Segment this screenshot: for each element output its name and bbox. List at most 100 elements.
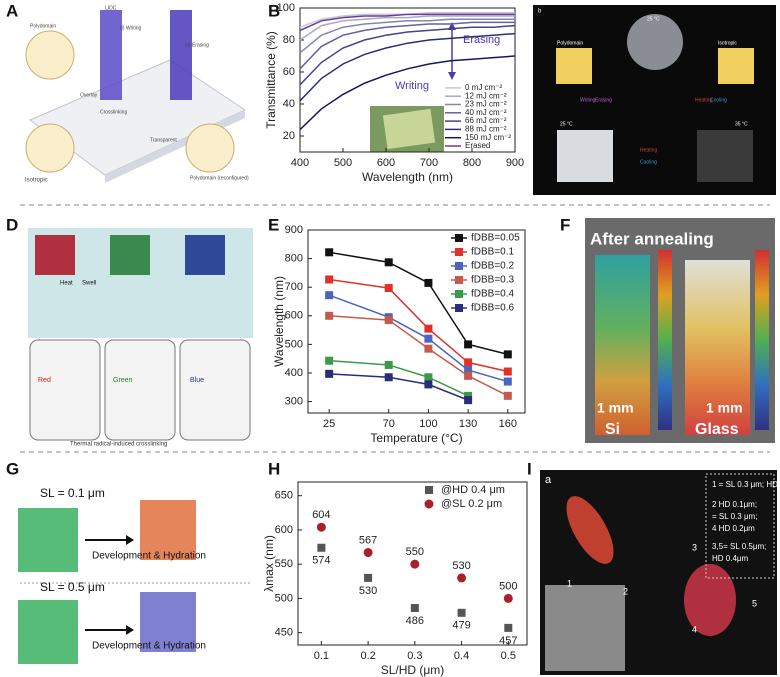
x-tick-label: 0.3 bbox=[407, 650, 422, 662]
data-label: 479 bbox=[452, 620, 470, 632]
panel-text: Polydomain (reconfigured) bbox=[190, 175, 249, 181]
point bbox=[464, 391, 473, 400]
y-tick-label: 900 bbox=[285, 224, 303, 236]
y-tick-label: 800 bbox=[285, 253, 303, 265]
panel-label: A bbox=[6, 1, 18, 20]
y-tick-label: 300 bbox=[285, 395, 303, 407]
y-tick-label: 450 bbox=[275, 627, 293, 639]
panel-text: Transparent bbox=[150, 137, 177, 143]
point bbox=[325, 275, 334, 284]
panel-text: 2 bbox=[623, 586, 628, 596]
panel-g-illustration bbox=[18, 500, 250, 664]
panel-label: D bbox=[6, 215, 18, 234]
x-axis-label: Wavelength (nm) bbox=[362, 170, 453, 184]
x-axis-label: Temperature (°C) bbox=[370, 431, 462, 445]
x-tick-label: 900 bbox=[506, 157, 524, 169]
legend-label: 0 mJ cm⁻² bbox=[465, 83, 502, 92]
x-tick-label: 100 bbox=[419, 418, 437, 430]
series-line bbox=[299, 32, 516, 102]
legend-swatch bbox=[455, 262, 463, 270]
legend-label: @HD 0.4 μm bbox=[441, 484, 505, 496]
panel-text: Thermal radical-induced crosslinking bbox=[70, 442, 167, 448]
series-line bbox=[329, 373, 469, 401]
point bbox=[384, 258, 393, 267]
panel-label: C bbox=[533, 1, 545, 20]
panel-text: SL = 0.1 μm bbox=[40, 486, 105, 500]
panel-text: 35 °C bbox=[735, 121, 748, 127]
point bbox=[424, 278, 433, 287]
panel-text: Polydomain bbox=[30, 23, 56, 29]
legend-swatch bbox=[425, 486, 433, 494]
point bbox=[325, 248, 334, 257]
legend-label: 150 mJ cm⁻² bbox=[465, 133, 511, 142]
panel-text: Writing bbox=[580, 97, 596, 103]
series-line bbox=[329, 315, 509, 397]
legend-label: 66 mJ cm⁻² bbox=[465, 116, 507, 125]
panel-text: 1 = SL 0.3 μm; HD 0.2μm bbox=[712, 480, 780, 489]
point bbox=[325, 369, 334, 378]
series-line bbox=[299, 24, 516, 86]
y-axis-label: Wavelength (nm) bbox=[272, 276, 286, 367]
panel-text: 1 mm bbox=[597, 400, 634, 416]
data-label: 574 bbox=[312, 555, 330, 567]
series-line bbox=[299, 21, 515, 70]
point bbox=[464, 396, 473, 405]
point bbox=[384, 373, 393, 382]
legend-label: 23 mJ cm⁻² bbox=[465, 100, 507, 109]
panel-label: G bbox=[6, 459, 19, 478]
panel-label: I bbox=[527, 459, 532, 478]
point bbox=[410, 559, 420, 569]
color-bar bbox=[658, 250, 672, 430]
legend-swatch bbox=[455, 234, 463, 242]
series-line bbox=[299, 18, 515, 54]
legend-label: fDBB=0.3 bbox=[471, 275, 515, 286]
legend-label: 88 mJ cm⁻² bbox=[465, 125, 507, 134]
y-tick-label: 20 bbox=[283, 130, 295, 142]
data-label: 486 bbox=[406, 615, 424, 627]
panel-label: H bbox=[268, 459, 280, 478]
panel-text: 25 °C bbox=[647, 16, 660, 22]
x-tick-label: 25 bbox=[323, 418, 335, 430]
legend-swatch bbox=[455, 304, 463, 312]
glass-film bbox=[685, 260, 750, 435]
x-tick-label: 500 bbox=[334, 157, 352, 169]
legend-label: @SL 0.2 μm bbox=[441, 498, 502, 510]
panel-a-illustration bbox=[25, 10, 247, 183]
panel-text: b bbox=[538, 9, 542, 15]
panel-text: = SL 0.3 μm; bbox=[712, 512, 757, 521]
point bbox=[503, 391, 512, 400]
point bbox=[316, 522, 326, 532]
panel-d-illustration bbox=[28, 228, 253, 441]
panel-text: 3,5= SL 0.5μm; bbox=[712, 542, 766, 551]
point bbox=[503, 377, 512, 386]
panel-text: 5 bbox=[752, 598, 757, 608]
x-tick-label: 700 bbox=[420, 157, 438, 169]
legend-swatch bbox=[455, 290, 463, 298]
point bbox=[424, 380, 433, 389]
point bbox=[464, 358, 473, 367]
panel-text: Development & Hydration bbox=[92, 641, 206, 652]
panel-text: Erasing bbox=[595, 97, 612, 103]
si-film bbox=[595, 255, 650, 435]
panel-text: Development & Hydration bbox=[92, 551, 206, 562]
series-line bbox=[299, 15, 515, 41]
point bbox=[424, 344, 433, 353]
point bbox=[384, 316, 393, 325]
panel-text: Crosslinking bbox=[100, 109, 127, 115]
point bbox=[457, 608, 466, 617]
point bbox=[464, 340, 473, 349]
bird bbox=[684, 564, 736, 636]
data-label: 550 bbox=[406, 546, 424, 558]
sem-inset bbox=[545, 585, 625, 671]
y-tick-label: 40 bbox=[283, 98, 295, 110]
opaque-film bbox=[557, 130, 613, 182]
panel-text: After annealing bbox=[590, 229, 714, 248]
x-tick-label: 0.2 bbox=[360, 650, 375, 662]
point bbox=[503, 367, 512, 376]
data-label: 530 bbox=[359, 585, 377, 597]
point bbox=[424, 334, 433, 343]
plot-frame bbox=[307, 229, 526, 414]
y-tick-label: 500 bbox=[275, 592, 293, 604]
panel-text: Blue bbox=[190, 377, 204, 384]
